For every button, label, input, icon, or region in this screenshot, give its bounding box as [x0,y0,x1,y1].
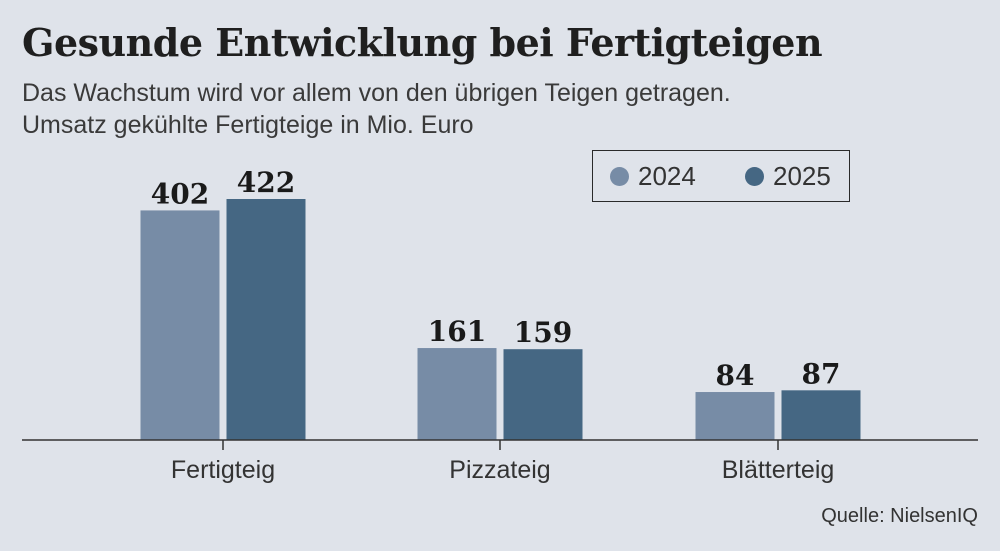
x-tick-label-pizzateig: Pizzateig [449,456,550,484]
data-label-pizzateig-2025: 159 [514,316,572,349]
data-label-pizzateig-2024: 161 [428,315,486,348]
legend-swatch-2024 [610,166,629,186]
chart-title: Gesunde Entwicklung bei Fertigteigen [22,20,823,65]
data-label-fertigteig-2024: 402 [151,177,209,210]
bar-fertigteig-2024 [140,210,220,440]
legend-label-2025: 2025 [773,160,831,191]
data-label-blätterteig-2024: 84 [716,359,755,392]
legend-label-2024: 2024 [638,160,696,191]
bar-blätterteig-2025 [781,390,861,440]
bar-pizzateig-2024 [417,348,497,440]
legend-item-2025: 2025 [745,151,831,201]
chart-subtitle: Das Wachstum wird vor allem von den übri… [22,79,731,107]
bar-pizzateig-2025 [503,349,583,440]
bar-blätterteig-2024 [695,392,775,440]
bar-fertigteig-2025 [226,199,306,440]
chart-unit-label: Umsatz gekühlte Fertigteige in Mio. Euro [22,111,474,139]
legend: 2024 2025 [592,150,850,202]
data-label-fertigteig-2025: 422 [237,166,295,199]
legend-item-2024: 2024 [610,151,696,201]
data-label-blätterteig-2025: 87 [802,357,841,390]
source-note: Quelle: NielsenIQ [821,505,978,527]
x-tick-label-blätterteig: Blätterteig [722,456,835,484]
legend-swatch-2025 [745,166,764,186]
x-tick-label-fertigteig: Fertigteig [171,456,275,484]
